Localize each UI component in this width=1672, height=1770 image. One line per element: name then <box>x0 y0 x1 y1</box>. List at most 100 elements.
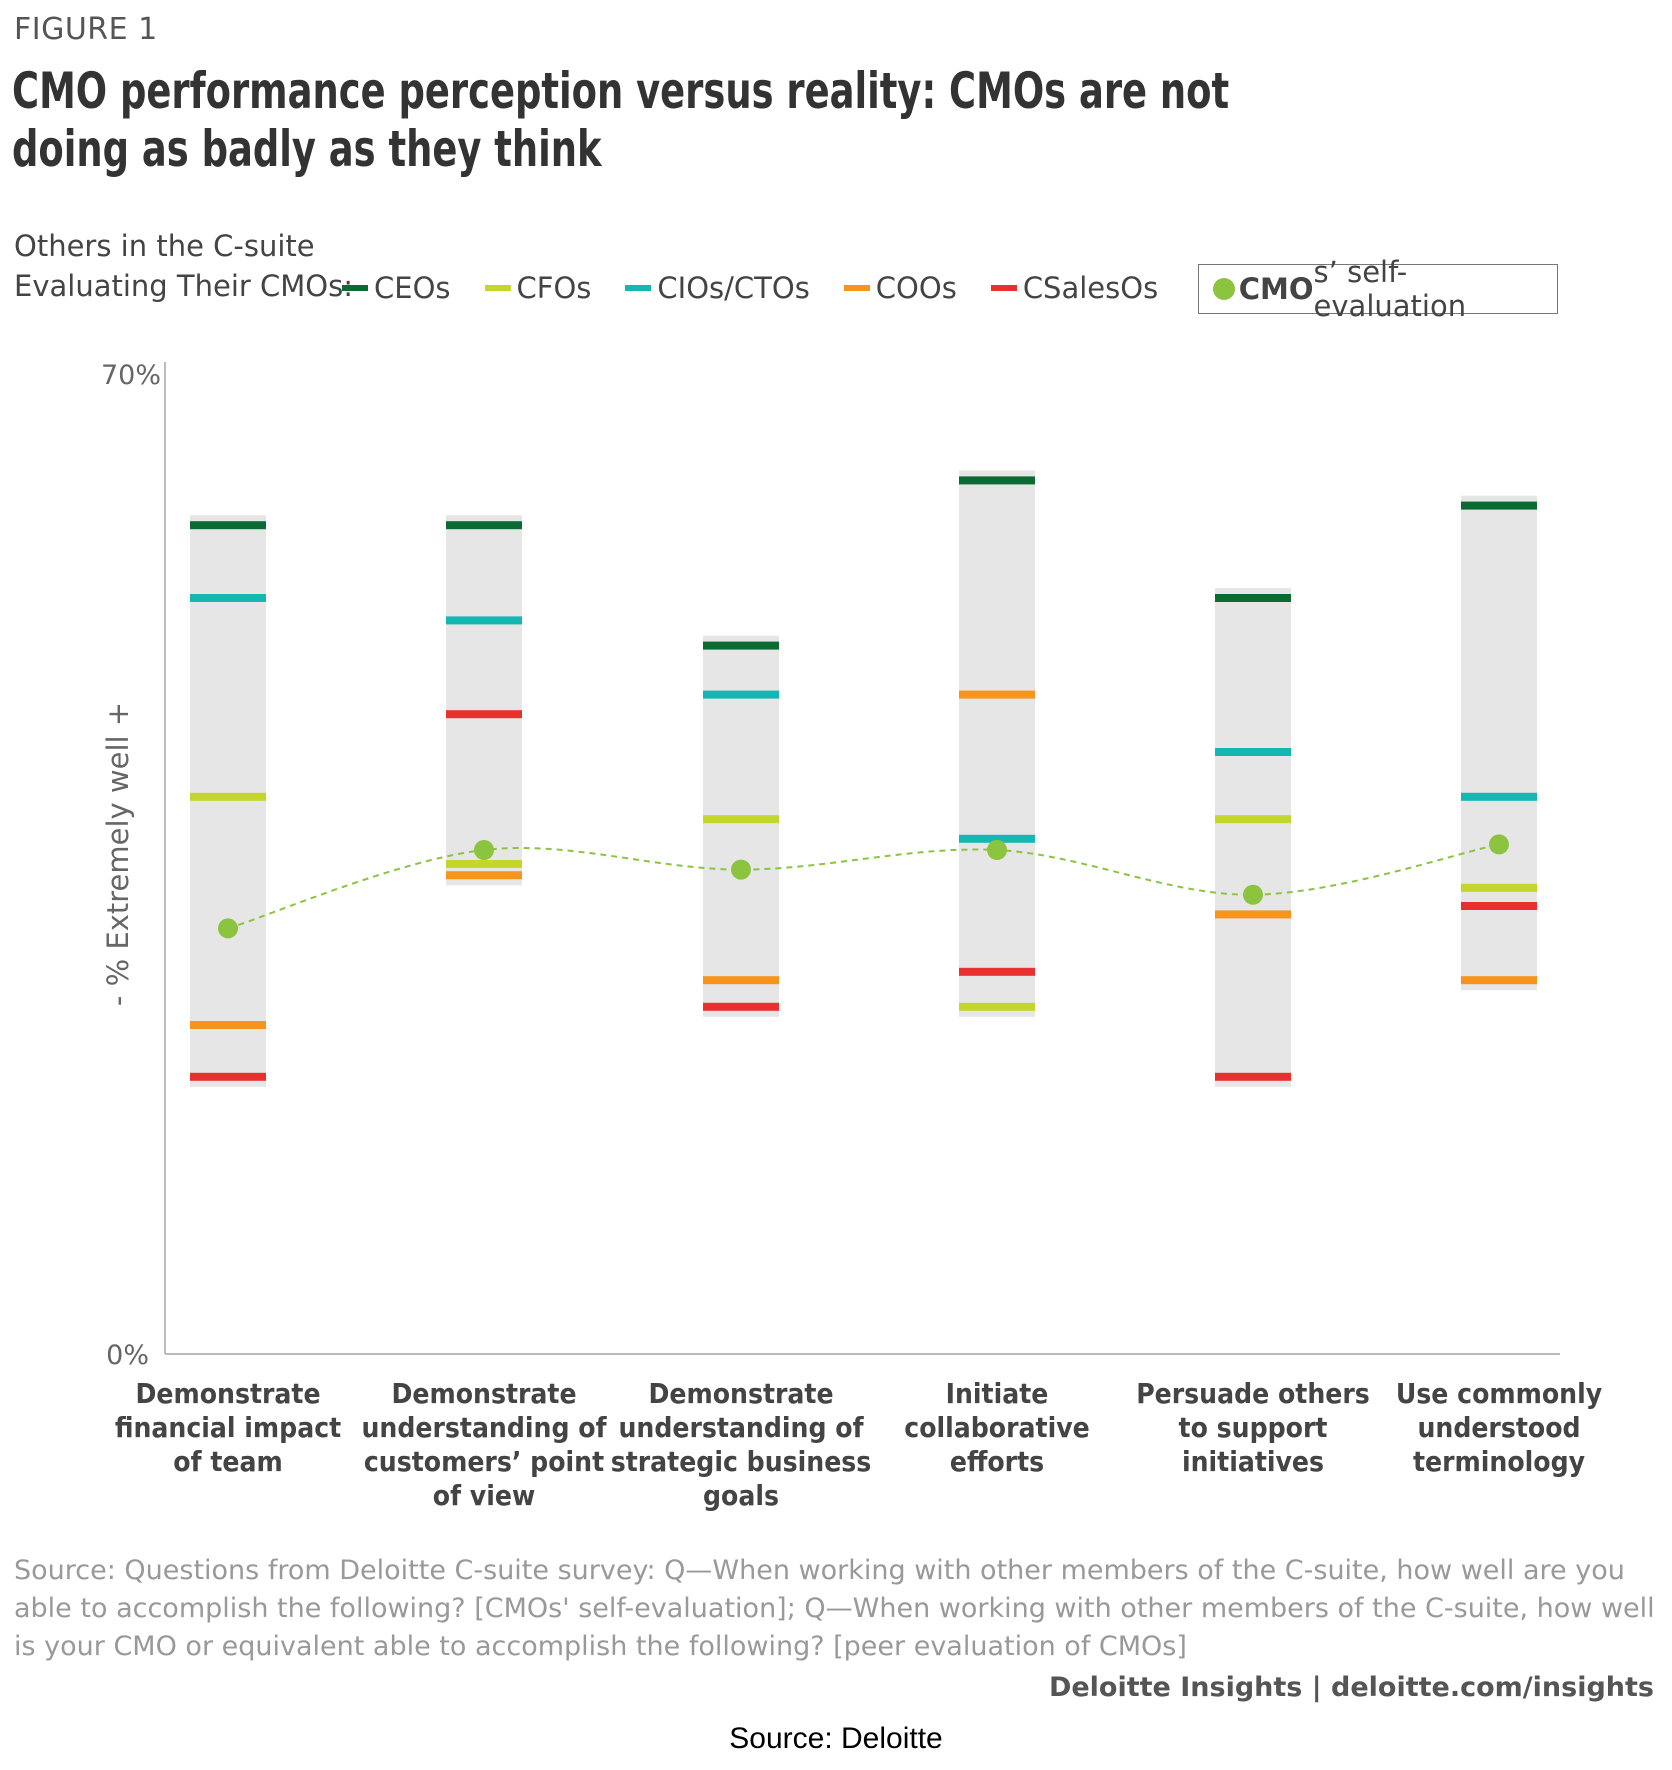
legend-label: CSalesOs <box>1022 271 1159 305</box>
legend-swatch-icon <box>342 285 368 291</box>
legend-label: CIOs/CTOs <box>657 271 810 305</box>
range-band <box>1461 495 1537 991</box>
mark-cios-ctos <box>190 594 266 602</box>
self-evaluation-label-rest: s’ self-evaluation <box>1313 255 1467 323</box>
mark-cfos <box>959 1002 1035 1011</box>
mark-csalesos <box>703 1002 779 1011</box>
mark-csalesos <box>446 710 522 719</box>
mark-coos <box>1215 910 1291 919</box>
legend-label: COOs <box>875 271 957 305</box>
mark-cios-ctos <box>959 834 1035 843</box>
figure-label: FIGURE 1 <box>14 12 158 47</box>
range-band <box>703 635 779 1017</box>
category-label: Initiate collaborative efforts <box>904 1377 1089 1478</box>
legend-swatch-icon <box>843 285 870 291</box>
self-evaluation-point <box>1243 884 1263 905</box>
category-label-line: understanding of <box>361 1411 607 1444</box>
category-label-line: strategic business <box>611 1445 872 1478</box>
legend-intro-line1: Others in the C-suite <box>14 229 315 263</box>
self-evaluation-point <box>731 859 751 880</box>
range-band <box>446 515 522 886</box>
legend-item-coos: COOs <box>843 271 957 305</box>
self-evaluation-line <box>227 843 1500 930</box>
category-label-line: customers’ point <box>364 1445 604 1478</box>
legend-intro-line2: Evaluating Their CMOs: <box>14 269 354 303</box>
self-evaluation-point <box>474 840 494 860</box>
mark-ceos <box>703 641 779 650</box>
category-label-line: Demonstrate <box>135 1377 320 1410</box>
category-label-line: understood <box>1417 1411 1580 1444</box>
legend: CEOs CFOs CIOs/CTOs COOs CSalesOs <box>342 268 1192 308</box>
mark-cios-ctos <box>1461 792 1537 801</box>
mark-cfos <box>703 815 779 824</box>
mark-cfos <box>1215 815 1291 824</box>
legend-item-cios-ctos: CIOs/CTOs <box>625 271 810 305</box>
y-tick-label: 70% <box>101 360 161 391</box>
category-label-line: Demonstrate <box>648 1377 833 1410</box>
category-label-line: Use commonly <box>1396 1377 1602 1410</box>
legend-label: CFOs <box>516 271 592 305</box>
category-label-line: understanding of <box>618 1411 864 1444</box>
category-label-line: Initiate <box>946 1377 1049 1410</box>
category-label: Use commonly understood terminology <box>1396 1377 1602 1478</box>
mark-cios-ctos <box>703 690 779 699</box>
source-note: Source: Questions from Deloitte C-suite … <box>14 1555 1655 1662</box>
category-label: Demonstrate understanding of customers’ po… <box>361 1377 607 1512</box>
category-label-line: terminology <box>1413 1445 1585 1478</box>
range-band <box>959 470 1035 1017</box>
mark-cfos <box>1461 883 1537 892</box>
mark-csalesos <box>1461 902 1537 910</box>
category-label-line: financial impact <box>115 1411 341 1444</box>
mark-ceos <box>190 521 266 530</box>
y-tick-label: 0% <box>106 1340 149 1371</box>
image-caption: Source: Deloitte <box>729 1722 943 1755</box>
category-label-line: Demonstrate <box>391 1377 576 1410</box>
mark-coos <box>190 1021 266 1029</box>
chart: 70%0%- % Extremely well +Demonstrate fina… <box>101 360 1602 1512</box>
legend-self-evaluation: CMO s’ self-evaluation <box>1198 255 1558 323</box>
mark-coos <box>959 690 1035 699</box>
y-axis-label: - % Extremely well + <box>101 702 135 1006</box>
self-evaluation-point <box>218 918 238 939</box>
self-evaluation-dot-icon <box>1213 278 1235 300</box>
mark-csalesos <box>1215 1072 1291 1081</box>
mark-coos <box>1461 976 1537 985</box>
legend-swatch-icon <box>625 285 652 291</box>
mark-coos <box>446 871 522 880</box>
mark-coos <box>703 976 779 985</box>
category-label: Demonstrate understanding of strategic bus… <box>611 1377 872 1512</box>
legend-label: CEOs <box>374 271 451 305</box>
category-label-line: to support <box>1179 1411 1328 1444</box>
mark-cios-ctos <box>1215 748 1291 756</box>
legend-item-ceos: CEOs <box>342 271 451 305</box>
self-evaluation-point <box>987 840 1007 860</box>
chart-title: CMO performance perception versus realit… <box>12 62 1230 178</box>
category-label: Persuade others to support initiatives <box>1136 1377 1370 1478</box>
mark-ceos <box>1461 501 1537 510</box>
category-label-line: efforts <box>950 1445 1044 1478</box>
legend-item-csalesos: CSalesOs <box>990 271 1159 305</box>
self-evaluation-point <box>1489 834 1509 855</box>
category-label-line: of team <box>173 1445 282 1478</box>
legend-swatch-icon <box>484 285 511 291</box>
category-label-line: initiatives <box>1182 1445 1324 1478</box>
brand-credit: Deloitte Insights | deloitte.com/insight… <box>1048 1672 1654 1703</box>
legend-item-cfos: CFOs <box>484 271 592 305</box>
mark-cfos <box>190 792 266 801</box>
mark-csalesos <box>959 967 1035 976</box>
legend-intro: Others in the C-suite Evaluating Their C… <box>14 226 353 306</box>
range-band <box>1215 588 1291 1087</box>
range-band <box>190 515 266 1087</box>
category-label-line: collaborative <box>904 1411 1089 1444</box>
category-label-line: of view <box>433 1479 535 1512</box>
mark-csalesos <box>190 1072 266 1081</box>
category-label-line: goals <box>703 1479 779 1512</box>
self-evaluation-label-bold: CMO <box>1238 272 1314 306</box>
category-label-line: Persuade others <box>1136 1377 1370 1410</box>
category-label: Demonstrate financial impact of team <box>115 1377 341 1478</box>
legend-swatch-icon <box>990 285 1017 291</box>
mark-ceos <box>1215 594 1291 602</box>
mark-ceos <box>959 476 1035 485</box>
mark-cios-ctos <box>446 616 522 625</box>
mark-ceos <box>446 521 522 530</box>
